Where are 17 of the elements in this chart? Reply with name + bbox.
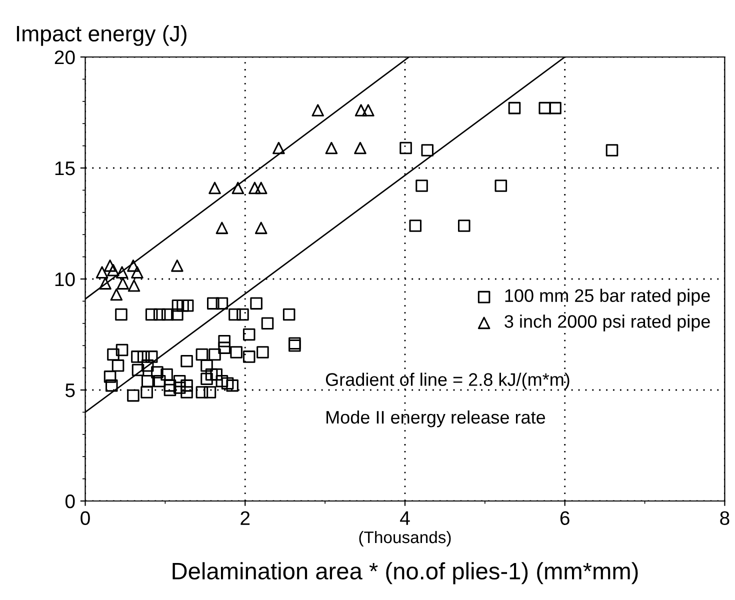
y-tick-label: 10 xyxy=(55,272,75,286)
annotation: Gradient of line = 2.8 kJ/(m*m) xyxy=(326,372,570,390)
legend-label: 3 inch 2000 psi rated pipe xyxy=(504,314,710,332)
x-axis-title: Delamination area * (no.of plies-1) (mm*mm) xyxy=(172,562,638,584)
x-tick-label: 0 xyxy=(80,511,90,526)
x-tick-label: 8 xyxy=(720,511,730,526)
legend-label: 100 mm 25 bar rated pipe xyxy=(505,288,710,306)
y-tick-label: 5 xyxy=(66,384,75,398)
y-axis-title: Impact energy (J) xyxy=(16,25,186,46)
x-tick-label: 2 xyxy=(240,511,250,525)
x-tick-label: 4 xyxy=(400,511,410,525)
y-tick-label: 0 xyxy=(65,494,75,508)
text: (Thousands) xyxy=(359,530,451,546)
y-tick-label: 20 xyxy=(54,50,75,64)
y-tick-label: 15 xyxy=(55,162,75,176)
x-tick-label: 6 xyxy=(560,511,570,526)
annotation: Mode II energy release rate xyxy=(326,410,546,428)
